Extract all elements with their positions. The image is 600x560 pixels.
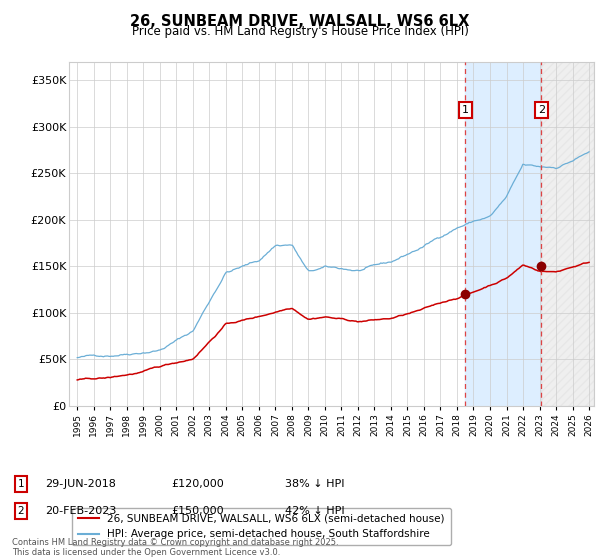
Text: 1: 1: [462, 105, 469, 115]
Text: 42% ↓ HPI: 42% ↓ HPI: [285, 506, 344, 516]
Text: 29-JUN-2018: 29-JUN-2018: [45, 479, 116, 489]
Text: 2: 2: [17, 506, 25, 516]
Text: Contains HM Land Registry data © Crown copyright and database right 2025.
This d: Contains HM Land Registry data © Crown c…: [12, 538, 338, 557]
Legend: 26, SUNBEAM DRIVE, WALSALL, WS6 6LX (semi-detached house), HPI: Average price, s: 26, SUNBEAM DRIVE, WALSALL, WS6 6LX (sem…: [71, 508, 451, 545]
Bar: [541, 62, 594, 406]
Text: 26, SUNBEAM DRIVE, WALSALL, WS6 6LX: 26, SUNBEAM DRIVE, WALSALL, WS6 6LX: [130, 14, 470, 29]
Text: 20-FEB-2023: 20-FEB-2023: [45, 506, 116, 516]
Text: £120,000: £120,000: [171, 479, 224, 489]
Text: £150,000: £150,000: [171, 506, 224, 516]
Text: 2: 2: [538, 105, 545, 115]
Text: 38% ↓ HPI: 38% ↓ HPI: [285, 479, 344, 489]
Text: 1: 1: [17, 479, 25, 489]
Text: Price paid vs. HM Land Registry's House Price Index (HPI): Price paid vs. HM Land Registry's House …: [131, 25, 469, 38]
Bar: [465, 62, 541, 406]
